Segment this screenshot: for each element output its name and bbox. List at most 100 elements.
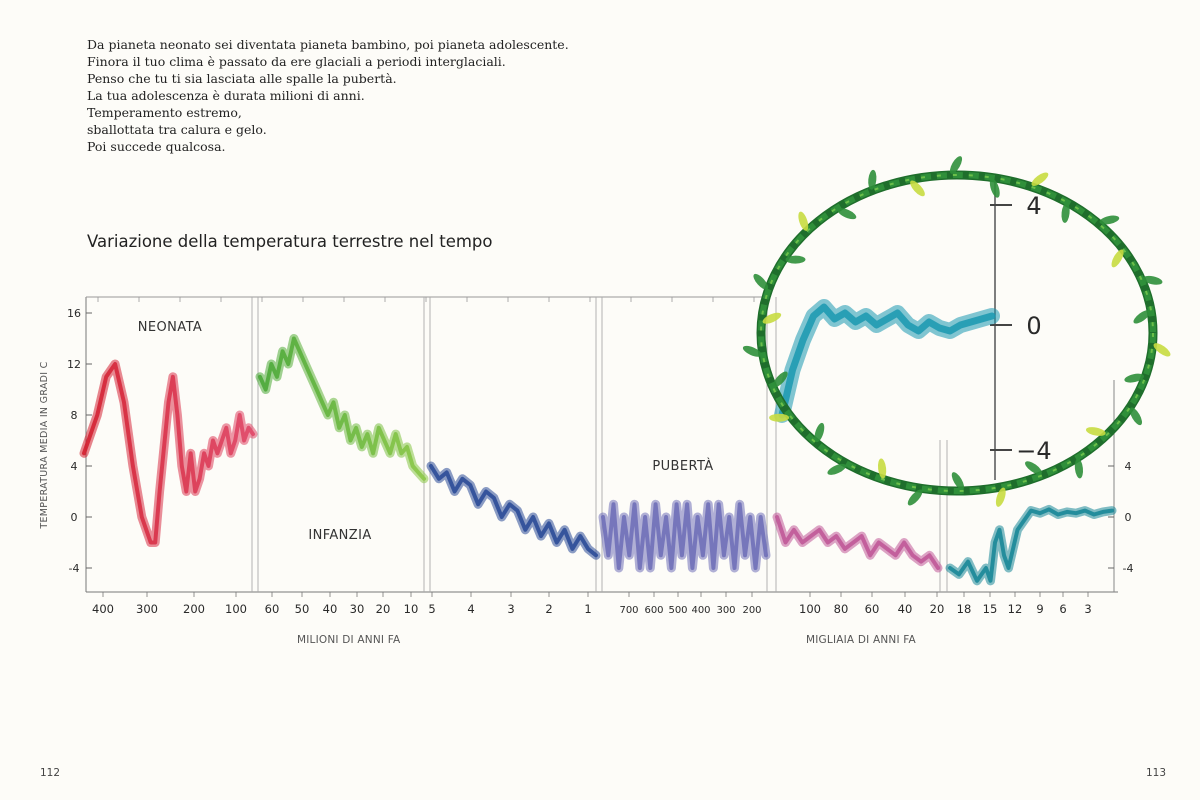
wreath-leaf (769, 413, 790, 422)
wreath-leaf (1133, 310, 1151, 324)
series-line-infanzia-core (258, 336, 426, 481)
wreath-leaf (1111, 249, 1124, 268)
x-tick-label: 20 (376, 602, 391, 616)
x-tick-label: 15 (983, 602, 998, 616)
x-tick-label: 2 (545, 602, 552, 616)
wreath-leaf (785, 255, 806, 264)
wreath-leaf (907, 489, 923, 506)
wreath-leaf (1025, 461, 1042, 475)
x-tick-label: 20 (930, 602, 945, 616)
x-tick-label: 12 (1008, 602, 1023, 616)
wreath-leaf (837, 208, 857, 220)
x-tick-label: 500 (668, 605, 687, 616)
x-tick-label: 5 (428, 602, 435, 616)
wreath-leaf (827, 463, 846, 475)
wreath-leaf (1074, 458, 1084, 479)
y-tick-label-right: 4 (1125, 460, 1132, 473)
era-label: INFANZIA (308, 528, 371, 543)
y-tick-label-right: 0 (1125, 511, 1132, 524)
x-tick-label: 100 (225, 602, 247, 616)
x-tick-label: 40 (323, 602, 338, 616)
wreath-leaf (762, 312, 782, 324)
x-tick-label: 300 (716, 605, 735, 616)
wreath-leaf (877, 458, 887, 479)
wreath-leaf (951, 472, 965, 490)
poem-line: La tua adolescenza è durata milioni di a… (87, 88, 365, 103)
inset-tick-label: 4 (1026, 192, 1041, 220)
x-tick-label: 50 (295, 602, 310, 616)
x-tick-label: 200 (183, 602, 205, 616)
wreath-leaf (1129, 407, 1143, 426)
wreath-leaf (989, 178, 1000, 198)
x-tick-label: 1 (584, 602, 591, 616)
inset-tick-label: −4 (1016, 437, 1051, 465)
wreath-leaf (1142, 275, 1163, 285)
wreath-leaf (1099, 215, 1120, 225)
x-axis-label-millions: MILIONI DI ANNI FA (297, 634, 401, 646)
wreath-leaf (773, 371, 788, 388)
page-number-right: 113 (1146, 767, 1167, 779)
series-line-miocene-core (429, 464, 598, 558)
x-tick-label: 700 (619, 605, 638, 616)
y-tick-label: 12 (67, 358, 81, 371)
poem-line: Da pianeta neonato sei diventata pianeta… (87, 37, 569, 52)
x-tick-label: 80 (834, 602, 849, 616)
y-tick-label: 8 (71, 409, 78, 422)
era-label: PUBERTÀ (652, 458, 713, 474)
x-tick-label: 18 (957, 602, 972, 616)
wreath-leaf (753, 273, 769, 290)
wreath-leaf (1031, 172, 1049, 186)
x-tick-label: 30 (350, 602, 365, 616)
x-tick-label: 300 (136, 602, 158, 616)
x-tick-label: 600 (644, 605, 663, 616)
poem-text: Da pianeta neonato sei diventata pianeta… (87, 36, 569, 155)
wreath-leaf (910, 180, 925, 197)
x-tick-label: 3 (507, 602, 514, 616)
wreath-leaf (1124, 373, 1145, 383)
series-line-olocene-core (948, 507, 1114, 583)
y-axis-title: TEMPERATURA MEDIA IN GRADI C (39, 361, 50, 529)
x-tick-label: 200 (742, 605, 761, 616)
wreath-leaf (798, 211, 809, 231)
y-tick-label: 0 (71, 511, 78, 524)
y-tick-label-right: -4 (1123, 562, 1134, 575)
series-line-pleistocene-core (601, 502, 768, 570)
series-line-migliaia-core (775, 515, 940, 570)
inset-tick-label: 0 (1026, 312, 1041, 340)
y-tick-label: 16 (67, 307, 81, 320)
wreath-leaf (1061, 202, 1070, 223)
y-tick-label: 4 (71, 460, 78, 473)
x-tick-label: 60 (865, 602, 880, 616)
x-tick-label: 40 (898, 602, 913, 616)
poem-line: Temperamento estremo, (87, 105, 242, 120)
poem-line: Poi succede qualcosa. (87, 139, 226, 154)
wreath-leaf (1153, 343, 1171, 357)
poem-line: sballottata tra calura e gelo. (87, 122, 267, 137)
series-line-neonata-core (82, 362, 255, 545)
series-line-olocene (945, 504, 1117, 586)
x-tick-label: 100 (799, 602, 821, 616)
x-tick-label: 10 (404, 602, 419, 616)
wreath-leaf (814, 422, 825, 443)
wreath-leaf (995, 487, 1006, 507)
y-tick-label: -4 (69, 562, 80, 575)
wreath-highlight (760, 174, 1154, 492)
x-axis-label-thousands: MIGLIAIA DI ANNI FA (806, 634, 916, 646)
era-label: NEONATA (138, 320, 202, 335)
x-tick-label: 400 (92, 602, 114, 616)
wreath-leaf (1085, 427, 1106, 436)
poem-line: Penso che tu ti sia lasciata alle spalle… (87, 71, 397, 86)
chart-title: Variazione della temperatura terrestre n… (87, 232, 493, 251)
wreath-leaf (868, 169, 877, 190)
x-tick-label: 9 (1036, 602, 1043, 616)
wreath-leaf (742, 345, 762, 357)
page-number-left: 112 (40, 767, 61, 779)
x-tick-label: 3 (1084, 602, 1091, 616)
x-tick-label: 60 (265, 602, 280, 616)
x-tick-label: 4 (467, 602, 474, 616)
inset-series-line-core (778, 303, 996, 419)
poem-line: Finora il tuo clima è passato da ere gla… (87, 54, 506, 69)
x-tick-label: 400 (691, 605, 710, 616)
x-tick-label: 6 (1059, 602, 1066, 616)
